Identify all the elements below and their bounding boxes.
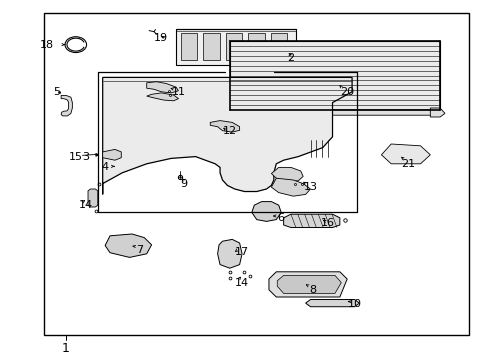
Text: 5: 5 (53, 87, 60, 97)
Text: 2: 2 (287, 53, 294, 63)
Polygon shape (268, 272, 346, 297)
Text: 14: 14 (235, 278, 248, 288)
Text: 20: 20 (340, 87, 353, 97)
Text: 19: 19 (154, 33, 168, 43)
Polygon shape (259, 110, 439, 115)
Polygon shape (217, 239, 242, 268)
Text: 3: 3 (82, 152, 89, 162)
Polygon shape (429, 108, 444, 117)
Polygon shape (229, 41, 439, 110)
Text: 4: 4 (102, 162, 108, 172)
Bar (270, 33, 286, 60)
Text: 15: 15 (69, 152, 82, 162)
Bar (181, 33, 197, 60)
Bar (225, 33, 242, 60)
Text: 21: 21 (401, 159, 414, 169)
Bar (203, 33, 219, 60)
Text: 16: 16 (320, 218, 334, 228)
Polygon shape (146, 93, 178, 101)
Polygon shape (305, 300, 359, 307)
Bar (176, 29, 295, 65)
Polygon shape (210, 121, 239, 132)
Polygon shape (271, 178, 310, 196)
Text: 18: 18 (40, 40, 53, 50)
Text: 11: 11 (171, 87, 185, 97)
Text: 17: 17 (235, 247, 248, 257)
Text: 7: 7 (136, 245, 142, 255)
Polygon shape (102, 77, 351, 194)
Polygon shape (277, 275, 341, 293)
Text: 1: 1 (62, 342, 70, 355)
Polygon shape (102, 149, 121, 160)
Polygon shape (251, 202, 281, 221)
Polygon shape (88, 189, 98, 207)
Text: 6: 6 (277, 213, 284, 223)
Polygon shape (381, 144, 429, 164)
Polygon shape (146, 82, 178, 93)
Polygon shape (283, 214, 339, 228)
Text: 10: 10 (347, 299, 361, 309)
Text: 14: 14 (79, 200, 92, 210)
Text: 13: 13 (303, 182, 317, 192)
Bar (248, 33, 264, 60)
Polygon shape (61, 95, 72, 116)
Text: 8: 8 (309, 285, 316, 295)
Text: 9: 9 (180, 179, 186, 189)
Polygon shape (105, 234, 151, 257)
Polygon shape (271, 167, 303, 182)
Text: 12: 12 (223, 126, 236, 136)
Bar (44, 13, 468, 335)
